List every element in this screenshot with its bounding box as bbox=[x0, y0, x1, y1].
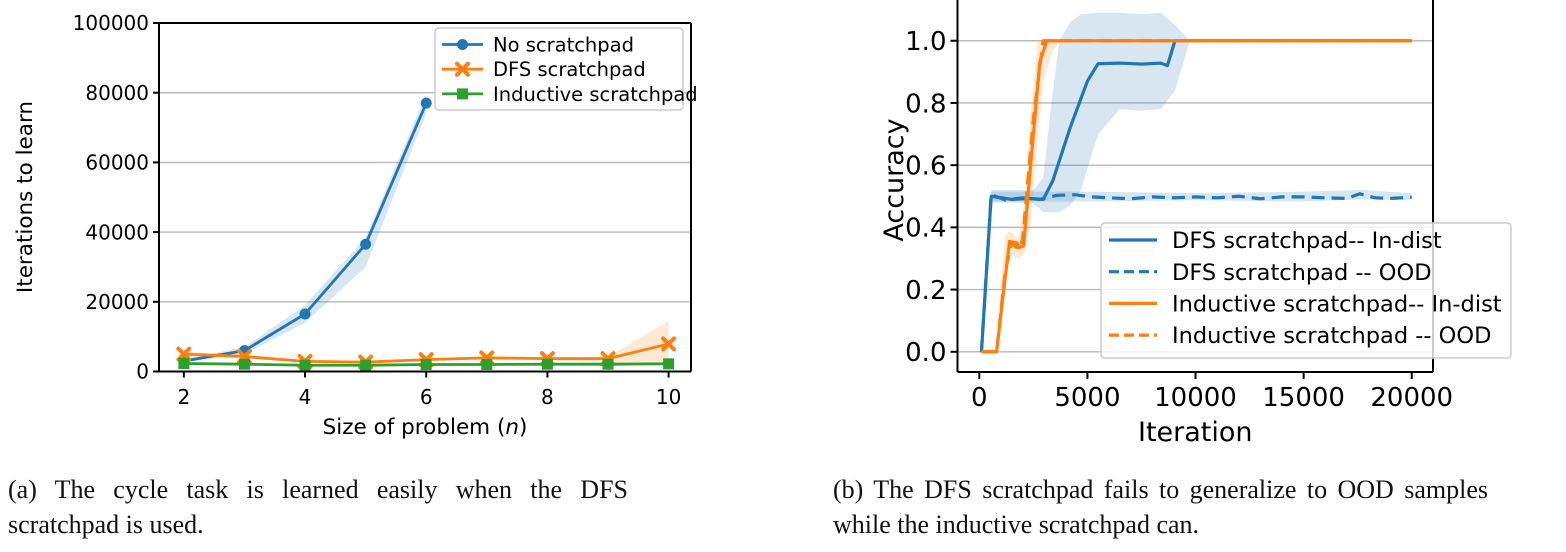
x-tick-label: 10 bbox=[656, 385, 681, 409]
x-marker bbox=[176, 346, 192, 362]
confidence-band bbox=[183, 320, 669, 366]
caption-panel-a: (a) The cycle task is learned easily whe… bbox=[8, 475, 628, 539]
y-tick-label: 0.8 bbox=[905, 89, 946, 119]
y-tick-label: 100000 bbox=[73, 11, 149, 35]
legend-label: Inductive scratchpad-- In-dist bbox=[1172, 292, 1502, 318]
x-axis-label: Iteration bbox=[1138, 417, 1253, 448]
x-tick-label: 10000 bbox=[1154, 383, 1237, 413]
series-line bbox=[981, 39, 1412, 354]
legend-label: DFS scratchpad bbox=[493, 58, 646, 81]
square-marker bbox=[663, 358, 675, 370]
square-marker bbox=[481, 359, 493, 371]
square-marker bbox=[238, 358, 250, 370]
x-marker bbox=[661, 336, 677, 352]
legend-label: No scratchpad bbox=[493, 34, 634, 57]
confidence-band bbox=[183, 94, 427, 363]
x-axis-label: Size of problem (n) bbox=[323, 415, 528, 440]
legend-label: Inductive scratchpad -- OOD bbox=[1172, 323, 1491, 349]
legend-box bbox=[1100, 222, 1512, 359]
x-tick-label: 8 bbox=[541, 385, 554, 409]
square-marker bbox=[299, 359, 311, 371]
square-marker bbox=[457, 88, 468, 100]
y-axis-label: Iterations to learn bbox=[13, 101, 38, 293]
x-tick-label: 15000 bbox=[1262, 383, 1345, 413]
panel-b-plot: 0 5000 10000 15000 20000 0.0 0.2 0.4 0.6 0.8 1.0 It… bbox=[879, 0, 1512, 448]
caption-panel-b: (b) The DFS scratchpad fails to generali… bbox=[833, 475, 1488, 539]
x-tick-label: 0 bbox=[971, 383, 988, 413]
legend-label: Inductive scratchpad bbox=[493, 83, 698, 106]
square-marker bbox=[178, 357, 190, 369]
y-tick-label: 0.0 bbox=[905, 338, 946, 368]
y-tick-label: 0.6 bbox=[905, 152, 946, 182]
x-tick-label: 6 bbox=[420, 385, 433, 409]
legend-label: DFS scratchpad -- OOD bbox=[1172, 260, 1432, 286]
x-marker bbox=[455, 61, 470, 77]
square-marker bbox=[541, 358, 553, 370]
square-marker bbox=[420, 359, 432, 371]
square-marker bbox=[602, 358, 614, 370]
legend-box bbox=[434, 27, 684, 111]
y-axis-label: Accuracy bbox=[879, 118, 910, 241]
series-line bbox=[979, 192, 1412, 352]
y-tick-label: 0.2 bbox=[905, 276, 946, 306]
x-tick-label: 20000 bbox=[1370, 383, 1453, 413]
y-tick-label: 60000 bbox=[85, 151, 149, 175]
circle-marker bbox=[299, 308, 311, 320]
y-tick-label: 20000 bbox=[85, 290, 149, 314]
x-tick-label: 4 bbox=[299, 385, 312, 409]
legend-label: DFS scratchpad-- In-dist bbox=[1172, 228, 1442, 254]
x-tick-label: 2 bbox=[177, 385, 190, 409]
panel-a-plot: 2 4 6 8 10 0 20000 40000 60000 80000 100000 Size of… bbox=[13, 11, 698, 440]
x-tick-label: 5000 bbox=[1054, 383, 1120, 413]
circle-marker bbox=[360, 238, 372, 250]
y-tick-label: 40000 bbox=[85, 220, 149, 244]
circle-marker bbox=[457, 39, 468, 50]
y-tick-label: 0.4 bbox=[905, 214, 946, 244]
circle-marker bbox=[420, 97, 432, 109]
y-tick-label: 1.0 bbox=[905, 27, 946, 57]
square-marker bbox=[360, 359, 372, 371]
y-tick-label: 80000 bbox=[85, 81, 149, 105]
y-tick-label: 0 bbox=[136, 360, 149, 384]
